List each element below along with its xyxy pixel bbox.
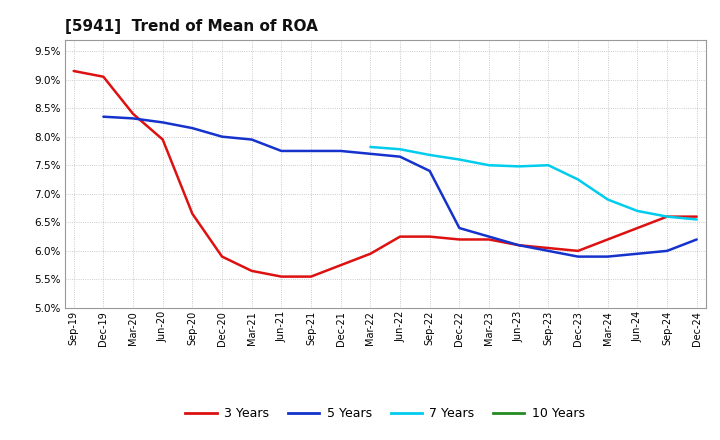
7 Years	[514, 164, 523, 169]
5 Years	[158, 120, 167, 125]
3 Years	[693, 214, 701, 219]
5 Years	[455, 225, 464, 231]
7 Years	[544, 163, 553, 168]
3 Years	[277, 274, 286, 279]
3 Years	[662, 214, 671, 219]
7 Years	[485, 163, 493, 168]
5 Years	[544, 248, 553, 253]
3 Years	[336, 263, 345, 268]
Legend: 3 Years, 5 Years, 7 Years, 10 Years: 3 Years, 5 Years, 7 Years, 10 Years	[181, 402, 590, 425]
Line: 3 Years: 3 Years	[73, 71, 697, 277]
7 Years	[366, 144, 374, 150]
3 Years	[99, 74, 108, 79]
3 Years	[158, 137, 167, 142]
3 Years	[248, 268, 256, 274]
5 Years	[574, 254, 582, 259]
5 Years	[633, 251, 642, 257]
3 Years	[366, 251, 374, 257]
3 Years	[455, 237, 464, 242]
3 Years	[307, 274, 315, 279]
5 Years	[426, 169, 434, 174]
5 Years	[693, 237, 701, 242]
3 Years	[544, 246, 553, 251]
7 Years	[455, 157, 464, 162]
5 Years	[129, 116, 138, 121]
3 Years	[69, 68, 78, 73]
5 Years	[277, 148, 286, 154]
3 Years	[574, 248, 582, 253]
7 Years	[693, 217, 701, 222]
3 Years	[129, 111, 138, 117]
3 Years	[396, 234, 405, 239]
5 Years	[603, 254, 612, 259]
3 Years	[485, 237, 493, 242]
7 Years	[426, 152, 434, 158]
7 Years	[396, 147, 405, 152]
5 Years	[396, 154, 405, 159]
5 Years	[188, 125, 197, 131]
7 Years	[603, 197, 612, 202]
5 Years	[217, 134, 226, 139]
3 Years	[426, 234, 434, 239]
7 Years	[662, 214, 671, 219]
7 Years	[633, 208, 642, 213]
5 Years	[99, 114, 108, 119]
Text: [5941]  Trend of Mean of ROA: [5941] Trend of Mean of ROA	[65, 19, 318, 34]
5 Years	[248, 137, 256, 142]
3 Years	[217, 254, 226, 259]
3 Years	[514, 242, 523, 248]
5 Years	[485, 234, 493, 239]
5 Years	[366, 151, 374, 157]
3 Years	[633, 225, 642, 231]
Line: 5 Years: 5 Years	[104, 117, 697, 257]
Line: 7 Years: 7 Years	[370, 147, 697, 220]
3 Years	[603, 237, 612, 242]
5 Years	[336, 148, 345, 154]
7 Years	[574, 177, 582, 182]
5 Years	[662, 248, 671, 253]
5 Years	[514, 242, 523, 248]
5 Years	[307, 148, 315, 154]
3 Years	[188, 211, 197, 216]
